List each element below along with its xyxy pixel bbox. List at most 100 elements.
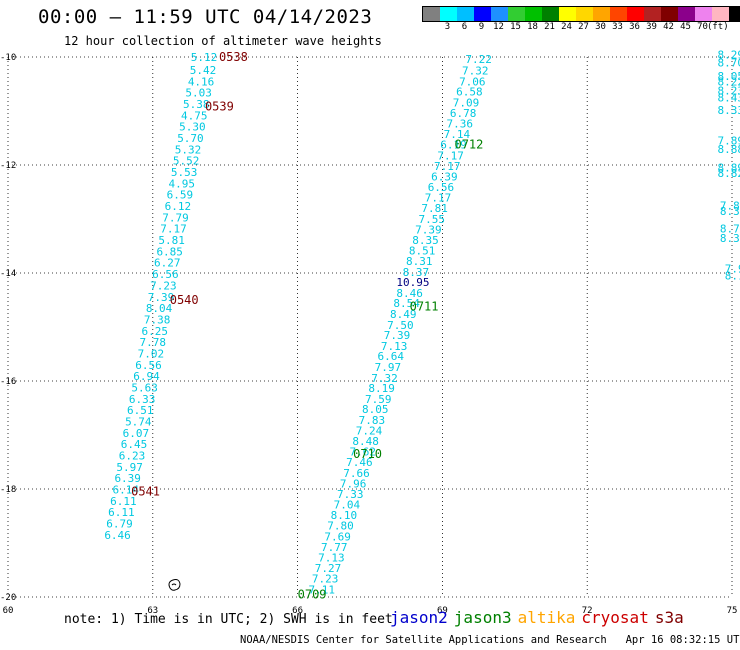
lat-tick-label: -10 [0, 53, 16, 63]
lon-tick-label: 75 [727, 606, 738, 616]
lat-tick-label: -14 [0, 269, 16, 279]
wave-height-label: 8.35 [412, 234, 439, 247]
wave-height-label: 7.02 [138, 347, 165, 360]
colorbar-label: 42 [663, 22, 674, 32]
wave-height-label: 6.39 [114, 472, 141, 485]
wave-height-label: 6.56 [152, 268, 179, 281]
wave-height-label: 6.19 [440, 138, 467, 151]
lat-tick-label: -18 [0, 485, 16, 495]
colorbar-swatch [559, 7, 576, 21]
wave-height-label: 6.14 [113, 484, 140, 497]
map-grid [7, 56, 733, 598]
colorbar-label: 24 [561, 22, 572, 32]
colorbar-swatch [542, 7, 559, 21]
colorbar-label: 21 [544, 22, 555, 32]
wave-height-label: 6.78 [450, 107, 477, 120]
wave-height-label: 8.10 [331, 509, 358, 522]
colorbar-swatch [525, 7, 542, 21]
wave-height-label: 5.03 [185, 87, 212, 100]
colorbar-swatch [491, 7, 508, 21]
wave-height-label: 8.82 [718, 167, 740, 180]
wave-height-label: 7.13 [318, 552, 345, 565]
wave-height-label: 7.13 [381, 340, 408, 353]
wave-height-label: 6.58 [456, 86, 483, 99]
wave-height-label: 8.54 [393, 297, 420, 310]
wave-height-label: 7.78 [140, 336, 167, 349]
map-tick-labels: 60 63 66 69 72 75 -10 -12 -14 -16 -18 -20 [0, 53, 737, 616]
wave-height-label: 7.32 [462, 65, 489, 78]
time-label: 0709 [298, 587, 327, 601]
wave-height-label: 5.81 [158, 234, 185, 247]
wave-height-label: 7.23 [312, 573, 339, 586]
wave-height-label: 7.77 [321, 541, 348, 554]
wave-height-label: 7.96 [340, 478, 367, 491]
colorbar-label: 30 [595, 22, 606, 32]
colorbar-label: 6 [461, 22, 468, 32]
wave-height-label: 7.39 [384, 329, 411, 342]
time-label: 0538 [219, 50, 248, 64]
wave-height-label: 7.46 [346, 456, 373, 469]
wave-height-label: 4.75 [181, 109, 208, 122]
wave-height-label: 5.30 [179, 121, 206, 134]
colorbar-swatch [423, 7, 440, 21]
lat-tick-label: -16 [0, 377, 16, 387]
wave-height-label: 6.33 [129, 393, 156, 406]
time-label: 0541 [131, 485, 160, 499]
wave-height-label: 7.84 [720, 200, 740, 213]
wave-height-label: 6.59 [167, 189, 194, 202]
wave-height-label: 7.38 [144, 313, 171, 326]
colorbar-swatch [678, 7, 695, 21]
colorbar-label: 45 [680, 22, 691, 32]
wave-height-label: 7.62 [350, 446, 377, 459]
island-shape [168, 579, 181, 591]
wave-height-label: 6.46 [104, 529, 131, 542]
time-label: 0539 [205, 100, 234, 114]
wave-height-label: 6.11 [108, 506, 135, 519]
colorbar-labels: 3 6 9 12 15 18 21 24 27 30 33 36 39 42 45 70 (ft) [422, 22, 740, 34]
wave-height-label: 6.23 [119, 450, 146, 463]
wave-height-label: 6.11 [110, 495, 137, 508]
wave-height-label: 8.51 [409, 244, 436, 257]
wave-height-label: 5.63 [131, 381, 158, 394]
wave-height-label: 7.14 [444, 128, 471, 141]
wave-height-label: 7.33 [337, 488, 364, 501]
wave-height-label: 4.95 [169, 177, 196, 190]
island-outline [168, 579, 181, 591]
wave-height-label: 7.39 [148, 291, 175, 304]
wave-height-label: 5.38 [183, 98, 210, 111]
wave-height-label: 8.88 [718, 143, 740, 156]
time-label: 0710 [353, 447, 382, 461]
wave-height-label: 7.79 [162, 211, 189, 224]
wave-height-label: 8.05 [718, 70, 740, 83]
wave-height-label: 7.81 [421, 202, 448, 215]
lon-tick-label: 63 [147, 606, 158, 616]
colorbar-unit: (ft) [706, 22, 729, 32]
wave-height-label: 8.33 [718, 104, 740, 117]
wave-height-label: 7.11 [308, 583, 335, 596]
lon-tick-label: 66 [292, 606, 303, 616]
wave-height-label: 8.04 [146, 302, 173, 315]
wave-height-label: 6.25 [141, 325, 168, 338]
wave-height-label: 8.31 [406, 255, 433, 268]
satellite-legend: jason2 jason3 altika cryosat s3a [390, 608, 690, 627]
wave-height-label: 6.45 [121, 438, 148, 451]
wave-height-label: 5.97 [116, 461, 143, 474]
wave-height-label: 8.37 [403, 266, 430, 279]
wave-height-label: 8.70 [718, 56, 740, 69]
wave-height-label: 6.56 [135, 359, 162, 372]
legend-jason2: jason2 [390, 608, 448, 627]
wave-height-label: 8.22 [718, 75, 740, 88]
wave-height-label: 5.42 [190, 64, 217, 77]
page-subtitle: 12 hour collection of altimeter wave hei… [64, 34, 382, 48]
wave-height-label: 10.95 [396, 276, 429, 289]
wave-height-label: 8.05 [362, 403, 389, 416]
lat-tick-label: -12 [0, 161, 16, 171]
wave-height-label: 5.32 [175, 143, 202, 156]
colorbar-label: 36 [629, 22, 640, 32]
wave-height-label: 7.83 [359, 414, 386, 427]
colorbar-swatch [695, 7, 712, 21]
colorbar-swatch [610, 7, 627, 21]
lon-tick-label: 72 [582, 606, 593, 616]
colorbar-label: 15 [510, 22, 521, 32]
colorbar-swatch [508, 7, 525, 21]
